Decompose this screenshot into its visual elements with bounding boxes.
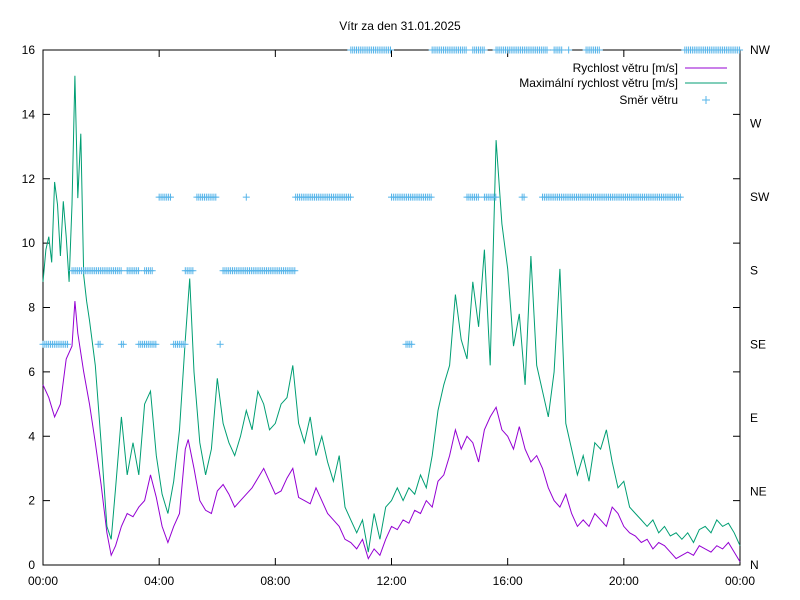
x-tick-label: 00:00 bbox=[725, 574, 755, 588]
legend-label-speed: Rychlost větru [m/s] bbox=[573, 61, 678, 75]
x-tick-label: 12:00 bbox=[376, 574, 406, 588]
x-tick-label: 16:00 bbox=[493, 574, 523, 588]
direction-point bbox=[96, 340, 104, 348]
y-left-tick-label: 14 bbox=[22, 107, 36, 121]
axes: 0 2 4 6 8 10 12 14 16 N NE E SE S SW W NW 00:00 04:00 08:00… bbox=[22, 43, 771, 588]
direction-point bbox=[565, 46, 573, 54]
direction-point bbox=[189, 267, 197, 275]
direction-point bbox=[492, 193, 500, 201]
direction-point bbox=[427, 193, 435, 201]
legend-label-max-speed: Maximální rychlost větru [m/s] bbox=[519, 76, 678, 90]
y-left-tick-label: 10 bbox=[22, 236, 36, 250]
direction-point bbox=[346, 193, 354, 201]
direction-point bbox=[558, 46, 566, 54]
direction-point bbox=[736, 46, 744, 54]
direction-point bbox=[480, 46, 488, 54]
y-left-tick-label: 4 bbox=[28, 429, 35, 443]
direction-point bbox=[474, 193, 482, 201]
direction-point bbox=[291, 267, 299, 275]
y-left-tick-label: 0 bbox=[28, 558, 35, 572]
legend-marker-direction bbox=[702, 96, 710, 104]
direction-points bbox=[39, 46, 744, 348]
direction-point bbox=[520, 193, 528, 201]
direction-point bbox=[117, 267, 125, 275]
direction-point bbox=[216, 340, 224, 348]
y-left-tick-label: 16 bbox=[22, 43, 36, 57]
direction-point bbox=[595, 46, 603, 54]
direction-point bbox=[64, 340, 72, 348]
series-line-0 bbox=[42, 301, 741, 563]
direction-point bbox=[152, 340, 160, 348]
direction-point bbox=[166, 193, 174, 201]
x-tick-label: 04:00 bbox=[144, 574, 174, 588]
y-right-tick-label: W bbox=[750, 117, 762, 131]
direction-point bbox=[462, 46, 470, 54]
y-right-tick-label: SW bbox=[750, 190, 770, 204]
direction-point bbox=[212, 193, 220, 201]
y-right-tick-label: E bbox=[750, 411, 758, 425]
x-tick-label: 00:00 bbox=[28, 574, 58, 588]
y-left-tick-label: 12 bbox=[22, 172, 36, 186]
series-layer bbox=[39, 46, 744, 563]
y-right-tick-label: NW bbox=[750, 43, 771, 57]
legend-label-direction: Směr větru bbox=[619, 93, 678, 107]
y-right-tick-label: NE bbox=[750, 484, 767, 498]
direction-point bbox=[148, 267, 156, 275]
y-left-tick-label: 2 bbox=[28, 494, 35, 508]
y-right-tick-label: SE bbox=[750, 337, 766, 351]
legend: Rychlost větru [m/s] Maximální rychlost … bbox=[519, 61, 727, 107]
direction-point bbox=[408, 340, 416, 348]
y-right-tick-label: S bbox=[750, 264, 758, 278]
direction-point bbox=[135, 267, 143, 275]
direction-point bbox=[181, 340, 189, 348]
direction-point bbox=[386, 46, 394, 54]
series-line-1 bbox=[42, 75, 741, 553]
direction-point bbox=[676, 193, 684, 201]
direction-point bbox=[543, 46, 551, 54]
chart-title: Vítr za den 31.01.2025 bbox=[339, 19, 461, 33]
x-tick-label: 08:00 bbox=[260, 574, 290, 588]
direction-point bbox=[242, 193, 250, 201]
direction-point bbox=[119, 340, 127, 348]
y-right-tick-label: N bbox=[750, 558, 759, 572]
x-tick-label: 20:00 bbox=[609, 574, 639, 588]
y-left-tick-label: 8 bbox=[28, 301, 35, 315]
y-left-tick-label: 6 bbox=[28, 365, 35, 379]
